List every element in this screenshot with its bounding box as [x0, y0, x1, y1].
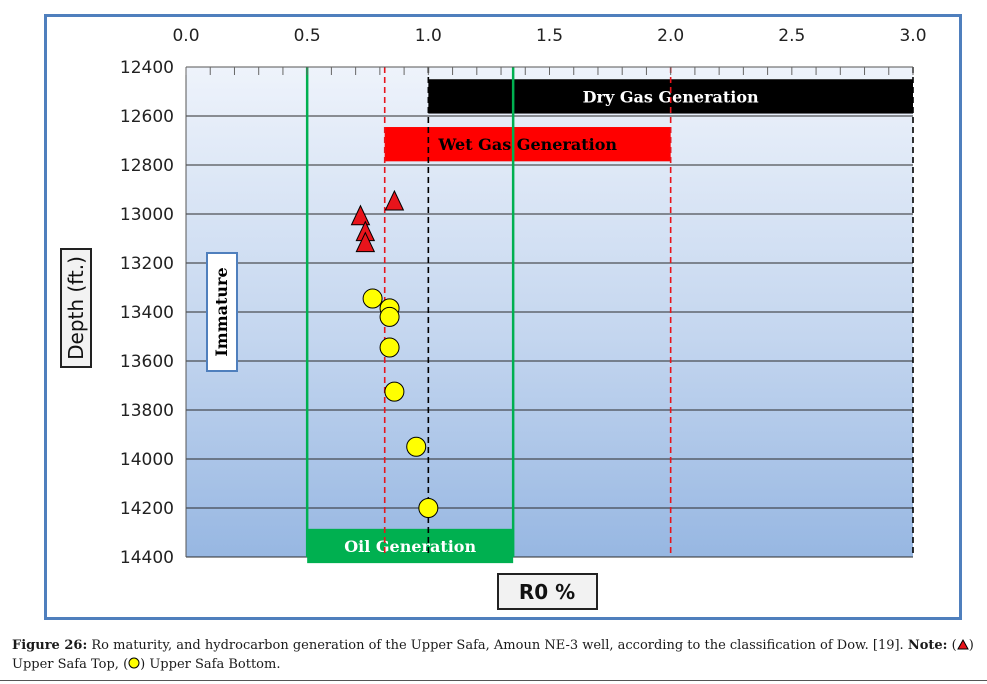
x-tick-label: 3.0	[899, 26, 926, 46]
immature-label: Immature	[212, 267, 231, 356]
axes: 12400 12600 12800 13000 13200 13400 13600 13800…	[120, 26, 927, 568]
y-tick-label: 12600	[120, 107, 174, 127]
y-tick-label: 13200	[120, 254, 174, 274]
band-label: Wet Gas Generation	[437, 135, 617, 154]
x-tick-label: 2.0	[657, 26, 684, 46]
x-tick-label: 0.5	[294, 26, 321, 46]
chart-frame: Dry Gas Generation Wet Gas Generation Oil …	[44, 14, 962, 620]
bottom-rule	[0, 680, 987, 681]
upper-safa-bottom-point	[406, 436, 427, 457]
caption-top-text: ) Upper Safa Top, (	[12, 638, 974, 672]
ro-depth-chart: Dry Gas Generation Wet Gas Generation Oil …	[60, 26, 927, 610]
y-tick-label: 12400	[120, 58, 174, 78]
y-tick-label: 14000	[120, 450, 174, 470]
caption-note-open: (	[947, 638, 957, 653]
y-tick-label: 13400	[120, 303, 174, 323]
red-triangle-icon	[956, 638, 969, 650]
yellow-circle-icon	[128, 657, 140, 669]
y-axis-title: Depth (ft.)	[64, 256, 88, 360]
y-tick-label: 12800	[120, 156, 174, 176]
band-rect	[307, 528, 514, 564]
caption-text: Ro maturity, and hydrocarbon generation …	[87, 638, 908, 653]
y-tick-label: 14200	[120, 499, 174, 519]
y-tick-label: 14400	[120, 548, 174, 568]
band-rect	[384, 127, 671, 162]
upper-safa-bottom-point	[379, 306, 400, 327]
band-label: Oil Generation	[344, 537, 476, 556]
x-tick-label: 1.5	[536, 26, 563, 46]
x-tick-label: 0.0	[172, 26, 199, 46]
caption-label: Figure 26:	[12, 638, 88, 653]
x-axis-title-box	[497, 573, 598, 610]
upper-safa-top-point	[355, 231, 376, 253]
upper-safa-bottom-point	[384, 381, 405, 402]
upper-safa-top-point	[350, 204, 371, 226]
data-points	[350, 189, 439, 518]
upper-safa-top-point	[384, 189, 405, 211]
x-axis-title: R0 %	[519, 580, 575, 604]
x-tick-label: 2.5	[778, 26, 805, 46]
band-label: Dry Gas Generation	[583, 87, 759, 106]
y-axis-title-box	[60, 248, 92, 368]
y-tick-label: 13600	[120, 352, 174, 372]
generation-bands: Dry Gas Generation Wet Gas Generation Oil …	[307, 79, 913, 564]
y-tick-label: 13800	[120, 401, 174, 421]
y-tick-label: 13000	[120, 205, 174, 225]
caption-bottom-text: ) Upper Safa Bottom.	[140, 657, 281, 672]
x-tick-label: 1.0	[415, 26, 442, 46]
caption-note-label: Note:	[907, 638, 948, 653]
upper-safa-bottom-point	[362, 288, 383, 309]
immature-box	[206, 252, 238, 372]
figure-caption: Figure 26: Ro maturity, and hydrocarbon …	[12, 636, 980, 674]
upper-safa-bottom-point	[418, 498, 439, 518]
upper-safa-bottom-point	[379, 337, 400, 358]
